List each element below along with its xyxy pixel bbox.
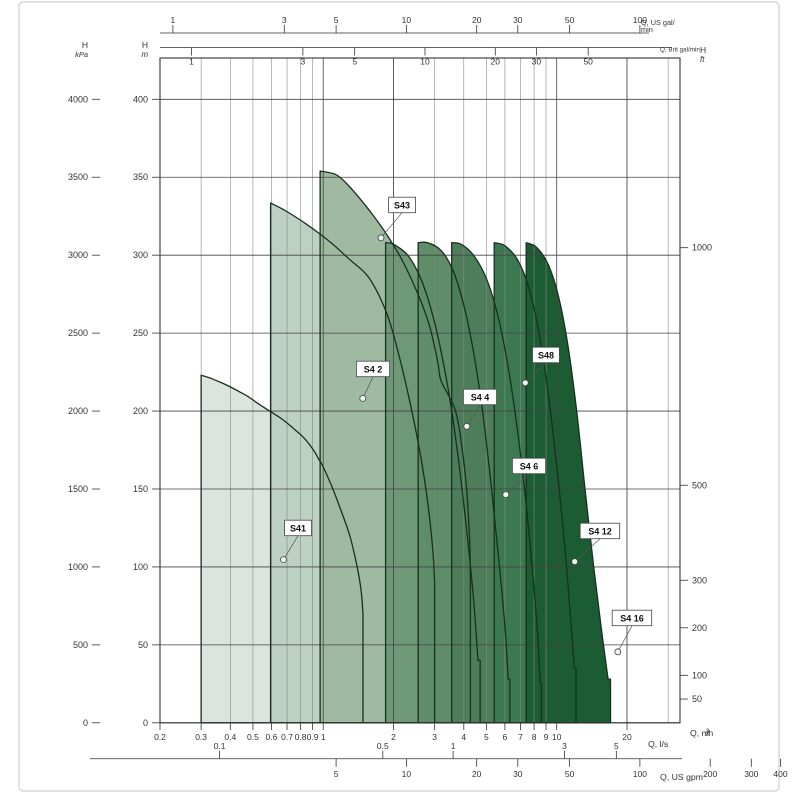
svg-text:50: 50 [565, 15, 575, 25]
svg-text:50: 50 [565, 769, 575, 779]
svg-text:6: 6 [503, 732, 508, 742]
svg-text:S4 2: S4 2 [364, 364, 383, 374]
svg-text:H: H [700, 45, 706, 55]
svg-text:3000: 3000 [68, 250, 88, 260]
svg-text:S48: S48 [538, 350, 554, 360]
svg-text:10: 10 [552, 732, 562, 742]
svg-text:200: 200 [703, 769, 717, 779]
svg-text:400: 400 [773, 769, 787, 779]
svg-text:3: 3 [301, 57, 306, 67]
svg-text:S4 4: S4 4 [471, 392, 490, 402]
svg-text:20: 20 [622, 732, 632, 742]
svg-text:0.3: 0.3 [195, 732, 207, 742]
svg-text:5: 5 [334, 769, 339, 779]
svg-text:S43: S43 [394, 200, 410, 210]
svg-text:1500: 1500 [68, 484, 88, 494]
svg-text:5: 5 [352, 57, 357, 67]
svg-text:50: 50 [583, 57, 593, 67]
svg-text:350: 350 [133, 172, 148, 182]
svg-text:1: 1 [321, 732, 326, 742]
svg-text:10: 10 [402, 769, 412, 779]
svg-text:1000: 1000 [68, 562, 88, 572]
svg-text:2500: 2500 [68, 328, 88, 338]
svg-text:2: 2 [391, 732, 396, 742]
svg-text:150: 150 [133, 484, 148, 494]
svg-text:0.7: 0.7 [281, 732, 293, 742]
svg-text:3: 3 [282, 15, 287, 25]
svg-text:0.8: 0.8 [295, 732, 307, 742]
svg-text:min: min [641, 25, 653, 34]
svg-text:3500: 3500 [68, 172, 88, 182]
svg-text:250: 250 [133, 328, 148, 338]
svg-text:0.1: 0.1 [214, 741, 226, 751]
svg-text:H: H [142, 40, 148, 50]
svg-text:9: 9 [544, 732, 549, 742]
svg-text:8: 8 [532, 732, 537, 742]
svg-text:30: 30 [532, 57, 542, 67]
svg-text:100: 100 [633, 769, 647, 779]
svg-text:0: 0 [143, 718, 148, 728]
svg-text:0.6: 0.6 [265, 732, 277, 742]
svg-text:0.4: 0.4 [224, 732, 236, 742]
svg-text:1: 1 [451, 741, 456, 751]
svg-text:200: 200 [133, 406, 148, 416]
svg-text:H: H [82, 40, 88, 50]
svg-text:Q, US gpm: Q, US gpm [660, 772, 703, 782]
svg-text:50: 50 [692, 694, 702, 704]
svg-text:500: 500 [73, 640, 88, 650]
svg-text:10: 10 [402, 15, 412, 25]
svg-text:100: 100 [133, 562, 148, 572]
svg-text:5: 5 [614, 741, 619, 751]
svg-text:300: 300 [692, 575, 707, 585]
svg-text:m: m [141, 50, 148, 59]
svg-text:1: 1 [189, 57, 194, 67]
svg-text:S4 12: S4 12 [588, 526, 612, 536]
svg-text:3: 3 [562, 741, 567, 751]
svg-text:20: 20 [491, 57, 501, 67]
svg-text:ft: ft [700, 55, 705, 64]
svg-text:Q, Brit gal/min: Q, Brit gal/min [660, 47, 700, 54]
svg-text:100: 100 [692, 670, 707, 680]
svg-text:1000: 1000 [692, 243, 712, 253]
svg-text:10: 10 [420, 57, 430, 67]
svg-text:1: 1 [171, 15, 176, 25]
svg-text:S4 6: S4 6 [520, 461, 539, 471]
svg-text:0.2: 0.2 [154, 732, 166, 742]
svg-text:/h: /h [706, 728, 713, 738]
svg-text:0.9: 0.9 [307, 732, 319, 742]
svg-text:kPa: kPa [75, 50, 88, 59]
svg-text:300: 300 [133, 250, 148, 260]
svg-text:500: 500 [692, 480, 707, 490]
svg-text:5: 5 [334, 15, 339, 25]
svg-text:50: 50 [138, 640, 148, 650]
svg-text:0.5: 0.5 [377, 741, 389, 751]
svg-text:4000: 4000 [68, 94, 88, 104]
svg-text:0: 0 [83, 718, 88, 728]
svg-text:300: 300 [744, 769, 758, 779]
svg-text:20: 20 [472, 15, 482, 25]
svg-text:200: 200 [692, 623, 707, 633]
svg-text:S4 16: S4 16 [620, 613, 644, 623]
svg-text:20: 20 [472, 769, 482, 779]
svg-text:S41: S41 [290, 523, 306, 533]
svg-text:Q, l/s: Q, l/s [648, 739, 669, 749]
svg-text:4: 4 [461, 732, 466, 742]
svg-text:3: 3 [432, 732, 437, 742]
svg-text:0.5: 0.5 [247, 732, 259, 742]
svg-text:2000: 2000 [68, 406, 88, 416]
svg-text:30: 30 [513, 15, 523, 25]
svg-text:400: 400 [133, 94, 148, 104]
svg-text:5: 5 [484, 732, 489, 742]
svg-text:30: 30 [513, 769, 523, 779]
svg-text:7: 7 [518, 732, 523, 742]
